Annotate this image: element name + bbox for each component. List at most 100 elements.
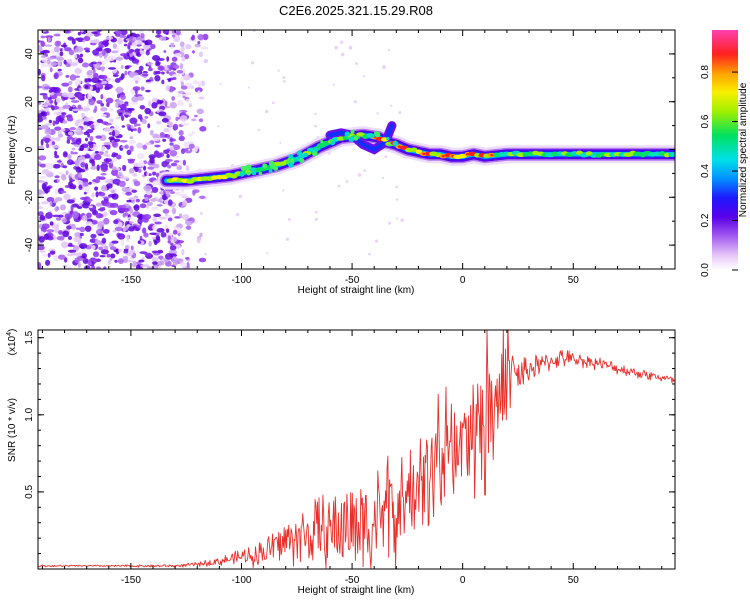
figure-title: C2E6.2025.321.15.29.R08: [279, 3, 433, 18]
spectrogram-noise-speck: [146, 62, 154, 65]
spectrogram-noise-speck: [80, 162, 86, 168]
spectrogram-noise-speck: [79, 226, 86, 233]
spectrogram-noise-speck: [41, 58, 48, 63]
spectrogram-noise-speck: [152, 137, 161, 141]
spectrogram-noise-speck: [179, 228, 183, 234]
spectrogram-noise-speck: [180, 85, 188, 90]
spectrogram-noise-speck: [44, 123, 53, 126]
spectrogram-noise-speck: [40, 124, 49, 130]
spectrogram-noise-speck: [147, 123, 151, 129]
spectrogram-noise-speck: [104, 179, 113, 184]
spectrogram-noise-speck: [49, 201, 53, 206]
spectrogram-noise-speck: [186, 262, 190, 268]
spectrogram-noise-speck: [74, 159, 80, 166]
spectrogram-noise-speck: [93, 72, 99, 79]
spectrogram-noise-speck: [158, 111, 167, 117]
spectrogram-noise-speck: [96, 266, 101, 269]
spectrogram-noise-speck: [170, 162, 178, 167]
spectrogram-noise-speck: [58, 230, 63, 235]
spectrogram-noise-speck: [148, 240, 152, 247]
spectrogram-noise-speck: [54, 150, 58, 157]
ridge-speck: [258, 171, 263, 176]
spectrogram-stray-speck: [314, 112, 317, 116]
spectrogram-noise-speck: [102, 229, 110, 234]
spectrogram-noise-speck: [68, 242, 73, 247]
spectrogram-noise-speck: [188, 133, 193, 137]
spectrogram-stray-speck: [287, 218, 291, 221]
snr-series: [38, 330, 675, 569]
spectrogram-stray-speck: [376, 112, 379, 115]
spectrogram-noise-speck: [38, 155, 47, 161]
spectrogram-noise-speck: [100, 93, 104, 100]
spectrogram-noise-speck: [181, 56, 186, 62]
spectrogram-noise-speck: [65, 114, 73, 118]
spectrogram-stray-speck: [271, 101, 275, 105]
spectrogram-noise-speck: [46, 111, 50, 116]
spectrogram-noise-speck: [134, 88, 138, 95]
ridge-speck: [246, 171, 251, 176]
spectrogram-stray-speck: [285, 237, 290, 241]
spectrogram-noise-speck: [101, 237, 107, 244]
spectrogram-noise-speck: [101, 145, 106, 152]
spectrogram-stray-speck: [355, 62, 358, 65]
spectrogram-noise-speck: [111, 166, 117, 171]
spectrogram-noise-speck: [61, 173, 67, 181]
spectrogram-noise-speck: [54, 206, 59, 212]
spectrogram-noise-speck: [197, 90, 201, 96]
spectrogram-noise-speck: [154, 150, 159, 157]
spectrogram-noise-speck: [199, 232, 203, 238]
spectrogram-stray-speck: [204, 252, 207, 256]
spectrogram-noise-speck: [38, 68, 41, 76]
spectrogram-noise-speck: [104, 41, 109, 46]
spectrogram-noise-speck: [70, 99, 80, 103]
spectrogram-stray-speck: [374, 239, 379, 243]
spectrogram-noise-speck: [124, 112, 131, 115]
spectrogram-noise-speck: [84, 137, 89, 142]
spectrogram-noise-speck: [200, 46, 209, 50]
spectrogram-noise-speck: [124, 65, 130, 70]
spectrogram-noise-speck: [38, 62, 41, 65]
spectrogram-stray-speck: [396, 217, 399, 220]
spectrogram-noise-speck: [110, 202, 119, 208]
spectrogram-noise-speck: [100, 173, 107, 176]
spectrogram-noise-speck: [140, 33, 145, 39]
spectrogram-noise-speck: [83, 124, 89, 131]
ridge-speck: [387, 143, 391, 147]
spectrogram-noise-speck: [193, 80, 198, 85]
spectrogram-noise-speck: [39, 214, 46, 221]
spectrogram-noise-speck: [59, 190, 67, 194]
spectrogram-noise-speck: [172, 229, 178, 235]
spectrogram-noise-speck: [52, 105, 60, 110]
spectrogram-noise-speck: [133, 128, 137, 132]
spectrogram-noise-speck: [173, 236, 177, 242]
ridge-speck: [239, 171, 245, 177]
spectrogram-noise-speck: [95, 177, 100, 184]
spectrogram-noise-speck: [97, 221, 105, 228]
spectrogram-noise-speck: [104, 86, 110, 91]
spectrogram-noise-speck: [154, 144, 161, 148]
spectrogram-noise-speck: [128, 139, 136, 145]
spectrogram-noise-speck: [128, 197, 137, 201]
spectrogram-noise-speck: [151, 186, 159, 194]
spectrogram-noise-speck: [52, 200, 58, 204]
spectrogram-noise-speck: [120, 204, 127, 208]
spectrogram-noise-speck: [63, 42, 67, 49]
spectrogram-noise-speck: [132, 173, 138, 177]
spectrogram-noise-speck: [62, 230, 70, 238]
spectrogram-noise-speck: [169, 101, 177, 109]
snr-y-scale-prefix: (x10: [7, 335, 18, 355]
spectrogram-noise-speck: [84, 225, 92, 232]
spectrogram-noise-speck: [176, 69, 184, 74]
spectrogram-stray-speck: [395, 185, 399, 189]
spectrogram-noise-speck: [196, 237, 201, 244]
spectrogram-noise-speck: [109, 118, 114, 123]
spectrogram-noise-speck: [73, 215, 79, 219]
spectrogram-noise-speck: [87, 78, 92, 82]
spectrogram-noise-speck: [172, 76, 177, 81]
spectrogram-stray-speck: [362, 75, 366, 78]
spectrogram-noise-speck: [128, 167, 135, 174]
spectrogram-noise-speck: [59, 204, 67, 211]
spectrogram-noise-speck: [108, 136, 115, 141]
spectrogram-noise-speck: [105, 36, 114, 40]
spectrogram-noise-speck: [81, 253, 87, 259]
